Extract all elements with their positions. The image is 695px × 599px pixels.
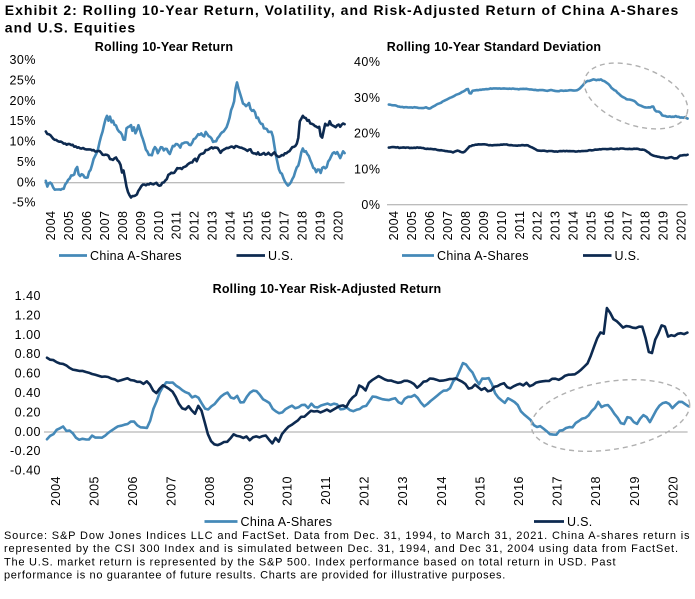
svg-text:2004: 2004 [44,211,58,241]
svg-text:Source: S&P Dow Jones Indices: Source: S&P Dow Jones Indices LLC and Fa… [4,530,690,542]
svg-text:2011: 2011 [170,211,184,240]
svg-text:40%: 40% [354,55,381,69]
svg-text:2007: 2007 [98,211,112,241]
svg-text:2006: 2006 [423,211,437,241]
svg-text:2008: 2008 [459,211,473,241]
svg-text:2005: 2005 [87,476,101,506]
svg-text:2005: 2005 [405,211,419,241]
svg-text:1.40: 1.40 [15,289,41,303]
svg-text:2005: 2005 [62,211,76,241]
svg-text:U.S.: U.S. [268,249,294,263]
svg-text:2014: 2014 [567,211,581,241]
svg-text:2008: 2008 [116,211,130,241]
svg-text:-0.40: -0.40 [10,464,41,478]
svg-text:2015: 2015 [473,476,487,506]
svg-text:2020: 2020 [674,211,688,241]
svg-text:represented by the CSI 300 Ind: represented by the CSI 300 Index and is … [4,543,679,555]
svg-text:2016: 2016 [512,476,526,506]
svg-text:2012: 2012 [531,211,545,241]
svg-text:Rolling 10-Year Return: Rolling 10-Year Return [95,40,233,54]
svg-text:2009: 2009 [477,211,491,241]
svg-text:30%: 30% [9,53,36,67]
svg-text:The U.S. market return is repr: The U.S. market return is represented by… [4,556,616,568]
svg-text:2006: 2006 [80,211,94,241]
svg-text:China A-Shares: China A-Shares [90,249,182,263]
svg-text:0.80: 0.80 [15,347,41,361]
svg-text:2011: 2011 [319,476,333,505]
svg-text:2012: 2012 [358,476,372,506]
svg-text:0.20: 0.20 [15,405,41,419]
svg-text:2017: 2017 [620,211,634,241]
svg-text:2015: 2015 [585,211,599,241]
svg-text:2016: 2016 [260,211,274,241]
svg-text:2019: 2019 [313,211,327,241]
svg-text:30%: 30% [354,91,381,105]
svg-text:2014: 2014 [435,476,449,506]
svg-text:2017: 2017 [551,476,565,506]
svg-text:2018: 2018 [589,476,603,506]
svg-text:0%: 0% [17,175,36,189]
svg-text:20%: 20% [9,94,36,108]
svg-text:1.20: 1.20 [15,308,41,322]
svg-text:-5%: -5% [12,196,36,210]
svg-text:Rolling 10-Year Standard Devia: Rolling 10-Year Standard Deviation [387,40,602,54]
svg-text:2007: 2007 [441,211,455,241]
svg-text:2013: 2013 [206,211,220,241]
svg-text:5%: 5% [17,155,36,169]
svg-text:China A-Shares: China A-Shares [241,515,333,529]
svg-text:2016: 2016 [603,211,617,241]
svg-text:2009: 2009 [134,211,148,241]
svg-text:2007: 2007 [165,476,179,506]
svg-text:2019: 2019 [628,476,642,506]
svg-text:2008: 2008 [203,476,217,506]
svg-text:0%: 0% [361,198,380,212]
svg-text:Rolling 10-Year Risk-Adjusted: Rolling 10-Year Risk-Adjusted Return [213,282,442,296]
svg-text:25%: 25% [9,74,36,88]
svg-text:10%: 10% [9,135,36,149]
svg-text:and U.S. Equities: and U.S. Equities [5,20,136,36]
svg-text:0.60: 0.60 [15,367,41,381]
svg-text:2015: 2015 [242,211,256,241]
svg-text:2012: 2012 [188,211,202,241]
svg-text:2010: 2010 [495,211,509,241]
svg-text:0.00: 0.00 [15,425,41,439]
svg-text:2006: 2006 [126,476,140,506]
svg-text:2013: 2013 [549,211,563,241]
svg-text:2018: 2018 [295,211,309,241]
svg-text:2004: 2004 [387,211,401,241]
svg-text:2013: 2013 [396,476,410,506]
svg-text:20%: 20% [354,127,381,141]
svg-text:2011: 2011 [513,211,527,240]
svg-text:15%: 15% [9,114,36,128]
svg-text:2010: 2010 [152,211,166,241]
svg-text:1.00: 1.00 [15,328,41,342]
svg-text:2014: 2014 [224,211,238,241]
svg-text:U.S.: U.S. [567,515,593,529]
svg-text:0.40: 0.40 [15,386,41,400]
svg-text:2009: 2009 [242,476,256,506]
svg-text:2020: 2020 [331,211,345,241]
svg-text:-0.20: -0.20 [10,444,41,458]
svg-text:U.S.: U.S. [615,249,641,263]
svg-text:2017: 2017 [277,211,291,241]
svg-text:10%: 10% [354,162,381,176]
svg-text:2004: 2004 [49,476,63,506]
svg-text:2018: 2018 [638,211,652,241]
svg-text:Exhibit 2: Rolling 10-Year Ret: Exhibit 2: Rolling 10-Year Return, Volat… [5,2,680,18]
svg-text:2019: 2019 [656,211,670,241]
svg-text:performance is no guarantee of: performance is no guarantee of future re… [4,569,506,581]
svg-text:2020: 2020 [666,476,680,506]
svg-text:China A-Shares: China A-Shares [437,249,529,263]
svg-text:2010: 2010 [280,476,294,506]
